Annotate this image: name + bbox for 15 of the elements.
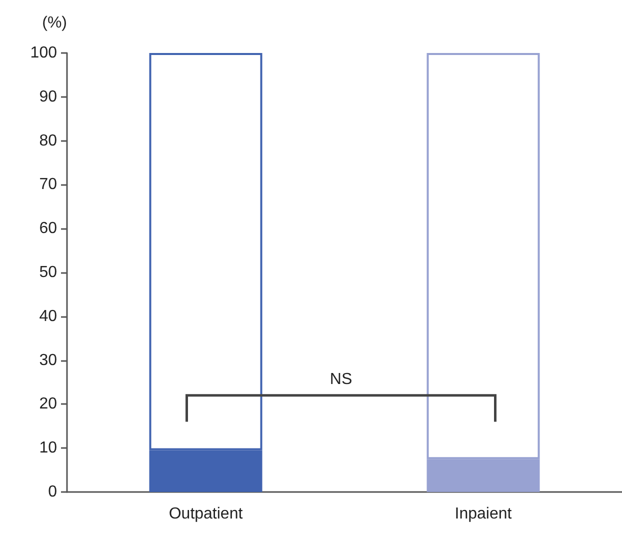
y-tick-label: 40 [39, 308, 58, 325]
y-axis-title: (%) [42, 14, 67, 32]
y-tick-label: 100 [30, 44, 58, 62]
y-tick-label: 70 [39, 176, 58, 194]
y-tick-label: 50 [39, 264, 58, 281]
y-tick-label: 30 [39, 352, 58, 369]
y-tick-label: 10 [39, 440, 58, 457]
y-tick-label: 60 [39, 220, 58, 238]
annotation: NS [330, 371, 352, 390]
y-tick-label: 90 [39, 88, 58, 106]
x-tick-label: Inpaient [454, 506, 512, 522]
y-tick-label: 0 [48, 484, 58, 500]
y-tick-label: 20 [39, 396, 58, 413]
x-tick-label: Outpatient [168, 506, 244, 522]
y-tick-label: 80 [39, 132, 58, 150]
